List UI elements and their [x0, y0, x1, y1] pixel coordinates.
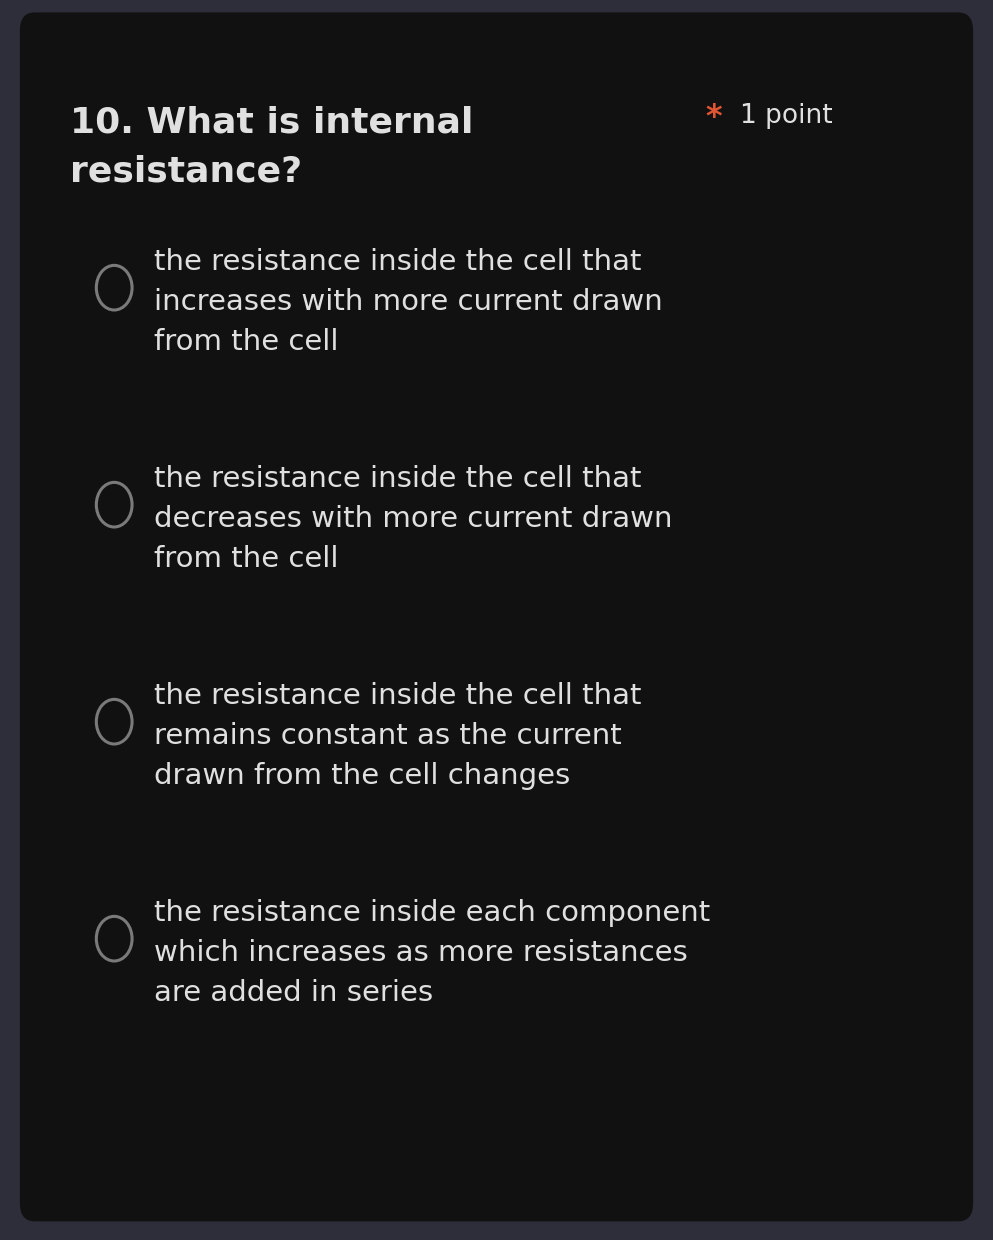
Text: resistance?: resistance?: [70, 155, 302, 188]
Text: the resistance inside the cell that
decreases with more current drawn
from the c: the resistance inside the cell that decr…: [154, 465, 672, 573]
Text: the resistance inside each component
which increases as more resistances
are add: the resistance inside each component whi…: [154, 899, 710, 1007]
Text: 10. What is internal: 10. What is internal: [70, 105, 473, 139]
Text: *: *: [705, 102, 722, 133]
Text: 1 point: 1 point: [740, 103, 832, 129]
Text: the resistance inside the cell that
increases with more current drawn
from the c: the resistance inside the cell that incr…: [154, 248, 662, 356]
Text: the resistance inside the cell that
remains constant as the current
drawn from t: the resistance inside the cell that rema…: [154, 682, 641, 790]
